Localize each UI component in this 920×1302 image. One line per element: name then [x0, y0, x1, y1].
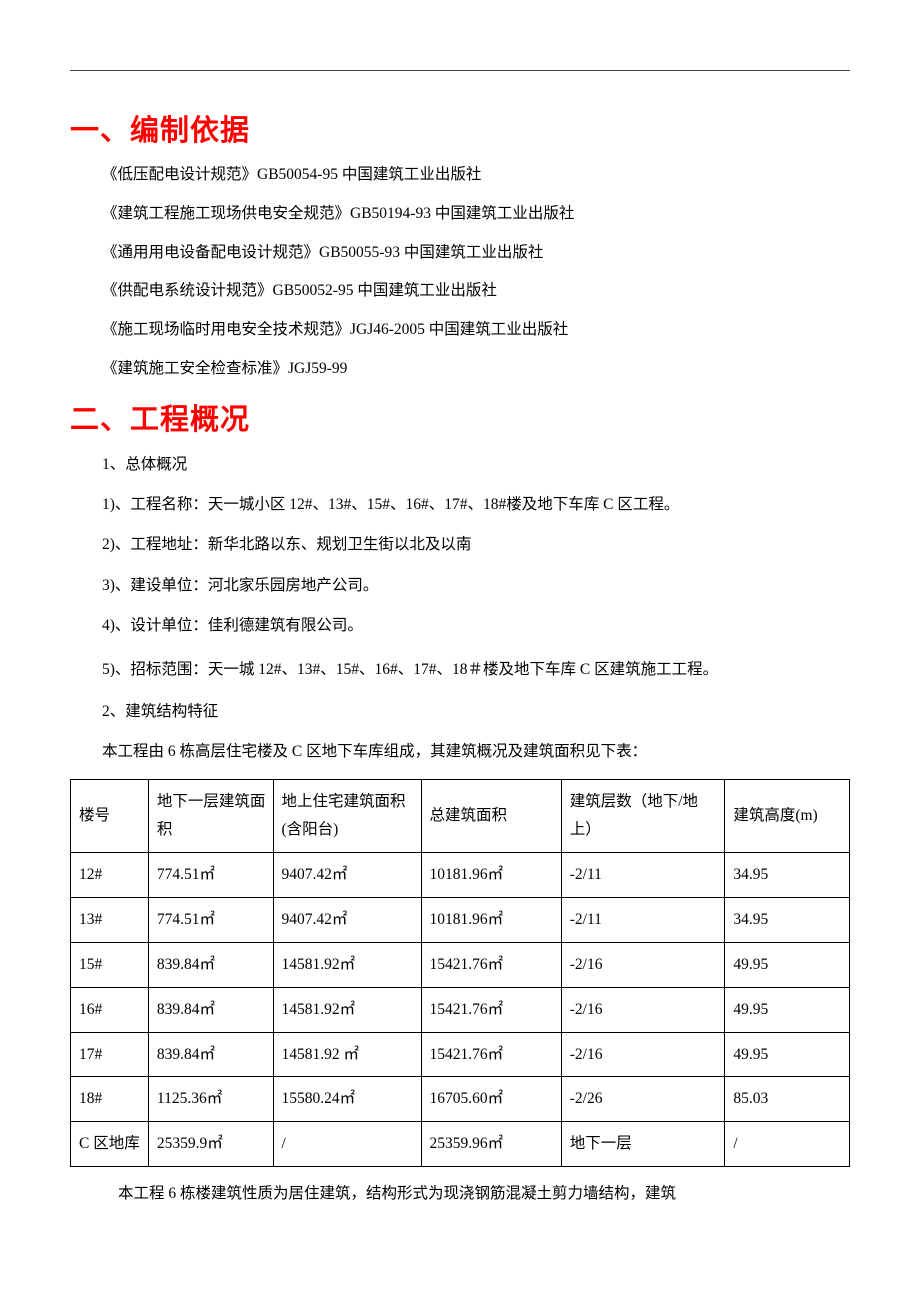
table-row: 16# 839.84㎡ 14581.92㎡ 15421.76㎡ -2/16 49… — [71, 987, 850, 1032]
body-line: 1)、工程名称：天一城小区 12#、13#、15#、16#、17#、18#楼及地… — [70, 492, 850, 518]
cell-residential-area: 14581.92㎡ — [273, 942, 421, 987]
col-header-height: 建筑高度(m) — [725, 780, 850, 853]
cell-height: 49.95 — [725, 942, 850, 987]
reference-line: 《通用用电设备配电设计规范》GB50055-93 中国建筑工业出版社 — [70, 241, 850, 266]
cell-building-no: 13# — [71, 897, 149, 942]
cell-total-area: 15421.76㎡ — [421, 942, 561, 987]
body-line: 本工程由 6 栋高层住宅楼及 C 区地下车库组成，其建筑概况及建筑面积见下表： — [70, 739, 850, 765]
buildings-table: 楼号 地下一层建筑面积 地上住宅建筑面积(含阳台) 总建筑面积 建筑层数（地下/… — [70, 779, 850, 1167]
body-line: 1、总体概况 — [70, 452, 850, 478]
cell-building-no: 16# — [71, 987, 149, 1032]
reference-line: 《建筑施工安全检查标准》JGJ59-99 — [70, 357, 850, 382]
cell-floors: -2/11 — [561, 852, 725, 897]
cell-building-no: 18# — [71, 1077, 149, 1122]
table-row: 13# 774.51㎡ 9407.42㎡ 10181.96㎡ -2/11 34.… — [71, 897, 850, 942]
cell-floors: -2/16 — [561, 1032, 725, 1077]
cell-residential-area: 9407.42㎡ — [273, 897, 421, 942]
cell-floors: -2/16 — [561, 942, 725, 987]
body-line: 2)、工程地址：新华北路以东、规划卫生街以北及以南 — [70, 532, 850, 558]
cell-residential-area: 14581.92㎡ — [273, 987, 421, 1032]
cell-building-no: 15# — [71, 942, 149, 987]
cell-building-no: 17# — [71, 1032, 149, 1077]
cell-basement-area: 774.51㎡ — [148, 852, 273, 897]
cell-total-area: 10181.96㎡ — [421, 897, 561, 942]
body-line: 4)、设计单位：佳利德建筑有限公司。 — [70, 613, 850, 639]
table-header: 楼号 地下一层建筑面积 地上住宅建筑面积(含阳台) 总建筑面积 建筑层数（地下/… — [71, 780, 850, 853]
cell-building-no: C 区地库 — [71, 1122, 149, 1167]
cell-floors: -2/26 — [561, 1077, 725, 1122]
cell-floors: -2/16 — [561, 987, 725, 1032]
table-row: 17# 839.84㎡ 14581.92 ㎡ 15421.76㎡ -2/16 4… — [71, 1032, 850, 1077]
cell-total-area: 16705.60㎡ — [421, 1077, 561, 1122]
footnote-text: 本工程 6 栋楼建筑性质为居住建筑，结构形式为现浇钢筋混凝土剪力墙结构，建筑 — [70, 1181, 850, 1207]
cell-height: 34.95 — [725, 852, 850, 897]
cell-height: 49.95 — [725, 987, 850, 1032]
cell-height: 85.03 — [725, 1077, 850, 1122]
section-2-heading: 二、工程概况 — [70, 396, 850, 438]
col-header-floors: 建筑层数（地下/地上） — [561, 780, 725, 853]
reference-line: 《低压配电设计规范》GB50054-95 中国建筑工业出版社 — [70, 163, 850, 188]
document-page: 一、编制依据 《低压配电设计规范》GB50054-95 中国建筑工业出版社 《建… — [0, 0, 920, 1248]
reference-line: 《供配电系统设计规范》GB50052-95 中国建筑工业出版社 — [70, 279, 850, 304]
cell-height: 34.95 — [725, 897, 850, 942]
cell-total-area: 25359.96㎡ — [421, 1122, 561, 1167]
cell-height: 49.95 — [725, 1032, 850, 1077]
cell-total-area: 15421.76㎡ — [421, 1032, 561, 1077]
cell-basement-area: 839.84㎡ — [148, 942, 273, 987]
body-line: 3)、建设单位：河北家乐园房地产公司。 — [70, 573, 850, 599]
cell-basement-area: 25359.9㎡ — [148, 1122, 273, 1167]
col-header-residential-area: 地上住宅建筑面积(含阳台) — [273, 780, 421, 853]
cell-building-no: 12# — [71, 852, 149, 897]
col-header-basement-area: 地下一层建筑面积 — [148, 780, 273, 853]
col-header-building-no: 楼号 — [71, 780, 149, 853]
cell-basement-area: 774.51㎡ — [148, 897, 273, 942]
table-row: 15# 839.84㎡ 14581.92㎡ 15421.76㎡ -2/16 49… — [71, 942, 850, 987]
section-1-heading: 一、编制依据 — [70, 107, 850, 149]
cell-total-area: 10181.96㎡ — [421, 852, 561, 897]
cell-residential-area: 15580.24㎡ — [273, 1077, 421, 1122]
table-row: 12# 774.51㎡ 9407.42㎡ 10181.96㎡ -2/11 34.… — [71, 852, 850, 897]
table-row: C 区地库 25359.9㎡ / 25359.96㎡ 地下一层 / — [71, 1122, 850, 1167]
top-horizontal-rule — [70, 70, 850, 71]
body-line: 5)、招标范围：天一城 12#、13#、15#、16#、17#、18＃楼及地下车… — [70, 654, 850, 685]
col-header-total-area: 总建筑面积 — [421, 780, 561, 853]
table-row: 18# 1125.36㎡ 15580.24㎡ 16705.60㎡ -2/26 8… — [71, 1077, 850, 1122]
table-body: 12# 774.51㎡ 9407.42㎡ 10181.96㎡ -2/11 34.… — [71, 852, 850, 1166]
cell-height: / — [725, 1122, 850, 1167]
cell-total-area: 15421.76㎡ — [421, 987, 561, 1032]
cell-basement-area: 839.84㎡ — [148, 987, 273, 1032]
cell-residential-area: 9407.42㎡ — [273, 852, 421, 897]
cell-basement-area: 1125.36㎡ — [148, 1077, 273, 1122]
cell-floors: 地下一层 — [561, 1122, 725, 1167]
reference-line: 《建筑工程施工现场供电安全规范》GB50194-93 中国建筑工业出版社 — [70, 202, 850, 227]
reference-line: 《施工现场临时用电安全技术规范》JGJ46-2005 中国建筑工业出版社 — [70, 318, 850, 343]
cell-floors: -2/11 — [561, 897, 725, 942]
cell-residential-area: 14581.92 ㎡ — [273, 1032, 421, 1077]
body-line: 2、建筑结构特征 — [70, 699, 850, 725]
table-header-row: 楼号 地下一层建筑面积 地上住宅建筑面积(含阳台) 总建筑面积 建筑层数（地下/… — [71, 780, 850, 853]
cell-residential-area: / — [273, 1122, 421, 1167]
cell-basement-area: 839.84㎡ — [148, 1032, 273, 1077]
